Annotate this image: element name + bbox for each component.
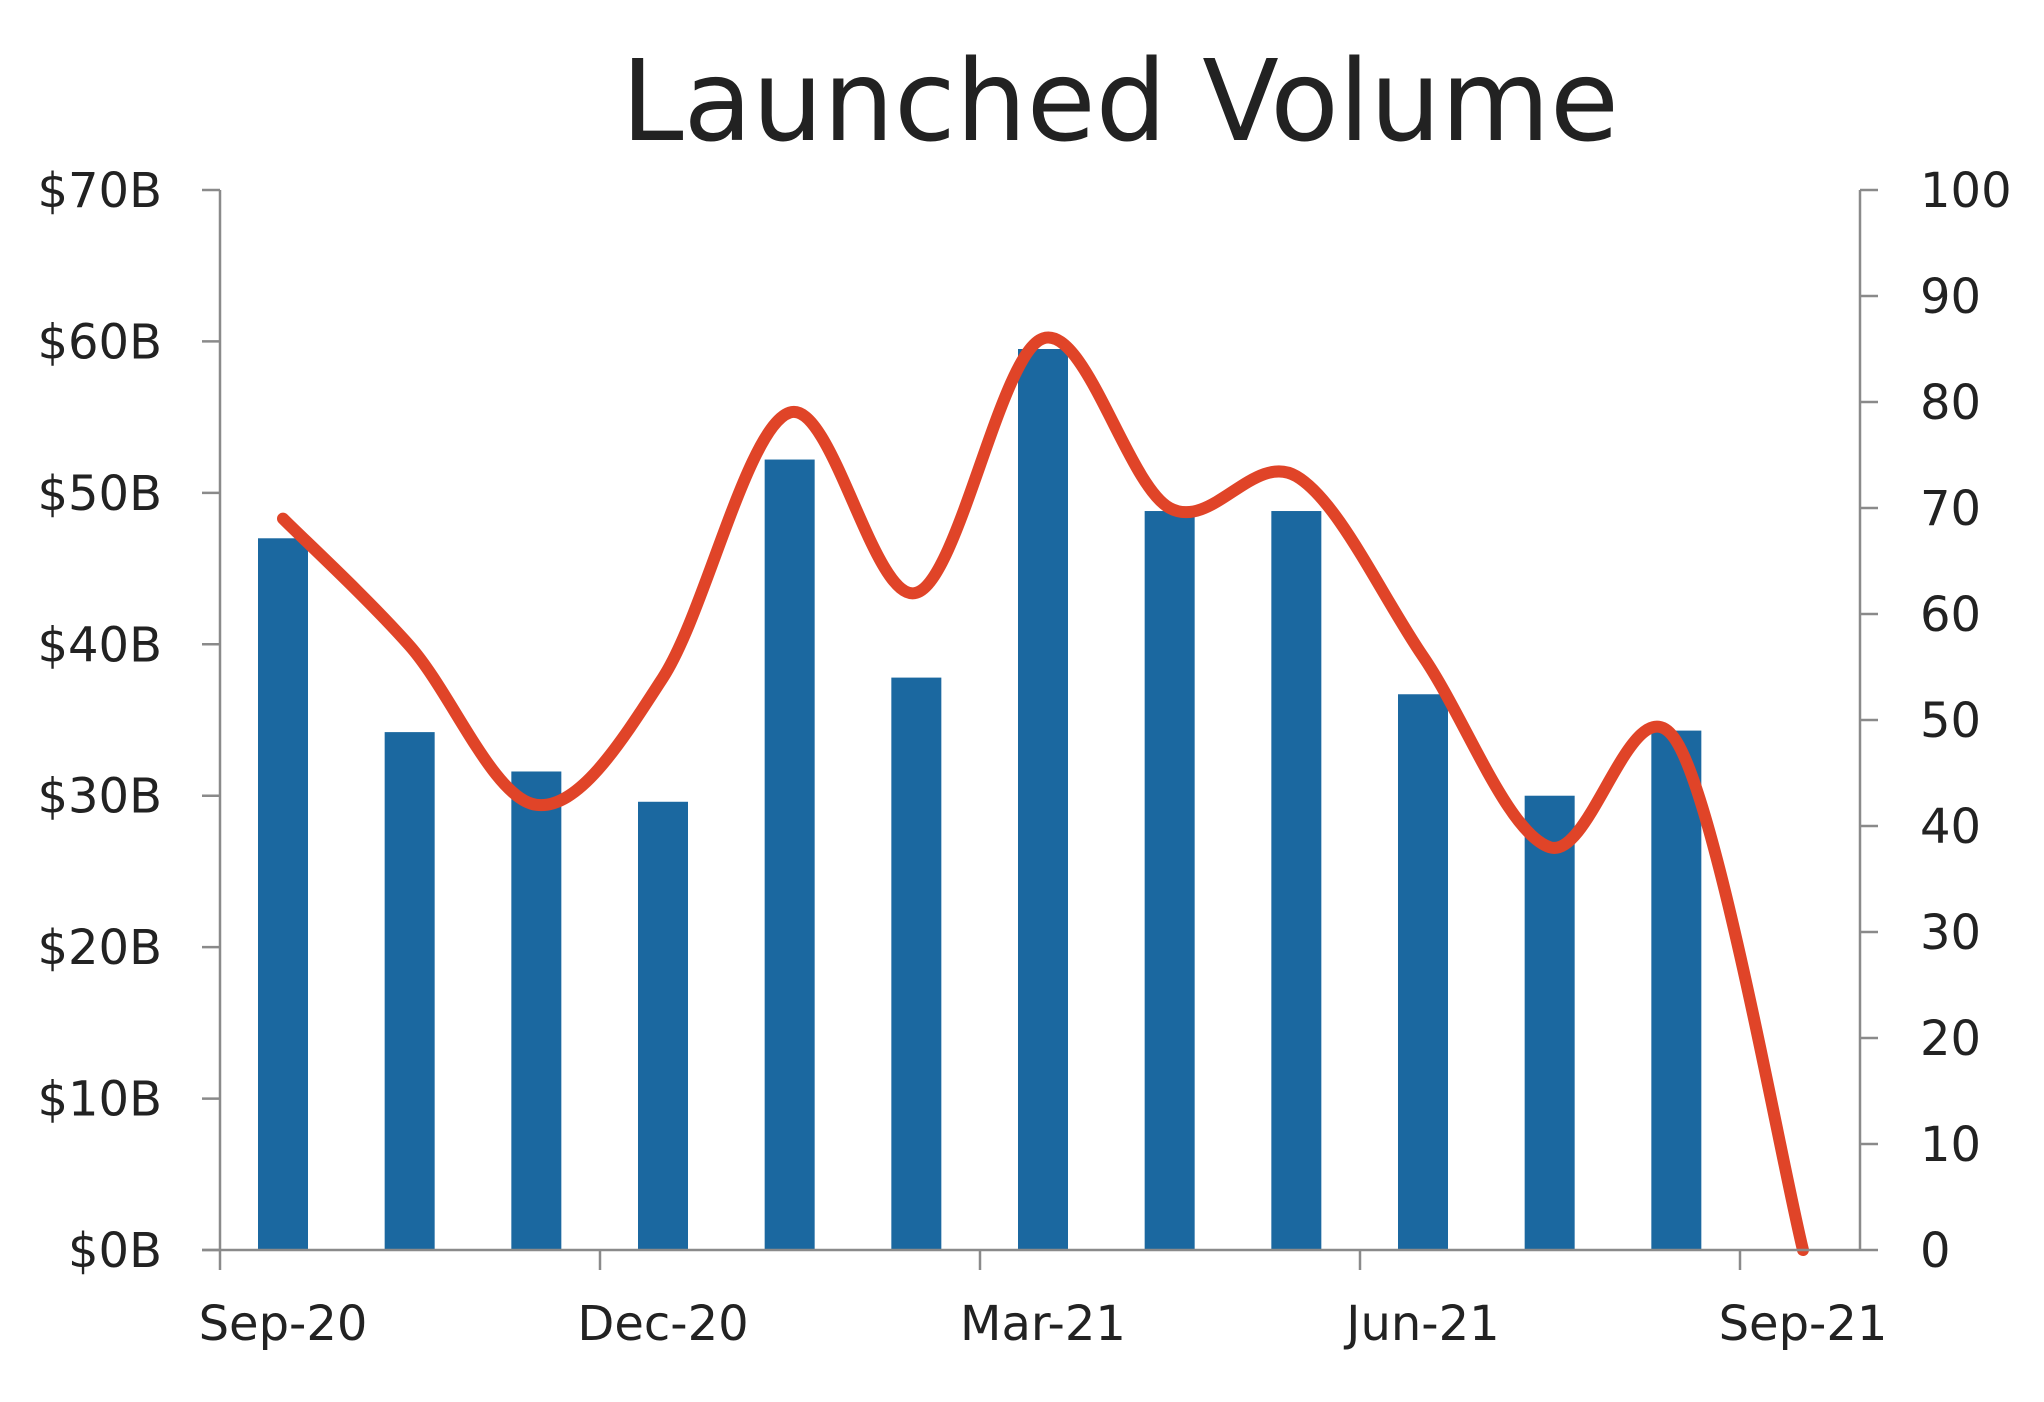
left-tick-label: $0B (68, 1223, 162, 1279)
bar-dec-20 (638, 801, 688, 1250)
x-tick-label: Jun-21 (1343, 1296, 1499, 1352)
x-tick-label: Sep-21 (1719, 1296, 1888, 1352)
line-path (277, 331, 1809, 1256)
right-tick-label: 50 (1920, 693, 1981, 749)
left-tick-label: $10B (37, 1072, 162, 1128)
left-tick-label: $20B (37, 920, 162, 976)
x-tick-label: Dec-20 (577, 1296, 748, 1352)
bar-apr-21 (1144, 511, 1195, 1250)
right-tick-label: 90 (1920, 269, 1981, 325)
right-tick-label: 20 (1920, 1011, 1981, 1067)
bar-nov-20 (511, 771, 562, 1250)
right-tick-label: 30 (1920, 905, 1981, 961)
bar-aug-21 (1651, 730, 1702, 1250)
chart-title: Launched Volume (621, 37, 1619, 167)
right-tick-label: 100 (1920, 163, 2012, 219)
axes: $0B $10B $20B $30B $40B $50B $60B $70B 0 10 20 30 40… (37, 163, 2011, 1352)
left-tick-label: $70B (37, 163, 162, 219)
bar-jan-21 (764, 459, 815, 1250)
bar-jun-21 (1398, 694, 1448, 1250)
right-tick-label: 60 (1920, 587, 1981, 643)
right-tick-label: 80 (1920, 375, 1981, 431)
left-tick-label: $30B (37, 769, 162, 825)
bar-feb-21 (891, 677, 942, 1250)
bar-jul-21 (1524, 795, 1575, 1250)
bar-series (258, 349, 1702, 1250)
left-tick-label: $60B (37, 314, 162, 370)
x-tick-label: Mar-21 (960, 1296, 1126, 1352)
x-tick-label: Sep-20 (199, 1296, 368, 1352)
bar-mar-21 (1018, 349, 1068, 1250)
bar-oct-20 (384, 732, 435, 1250)
left-tick-label: $40B (37, 617, 162, 673)
left-tick-label: $50B (37, 466, 162, 522)
line-series (277, 331, 1809, 1256)
bar-sep-20 (258, 538, 308, 1250)
right-tick-label: 10 (1920, 1117, 1981, 1173)
bar-may-21 (1271, 511, 1322, 1250)
right-tick-label: 70 (1920, 481, 1981, 537)
right-tick-label: 40 (1920, 799, 1981, 855)
right-tick-label: 0 (1920, 1223, 1951, 1279)
